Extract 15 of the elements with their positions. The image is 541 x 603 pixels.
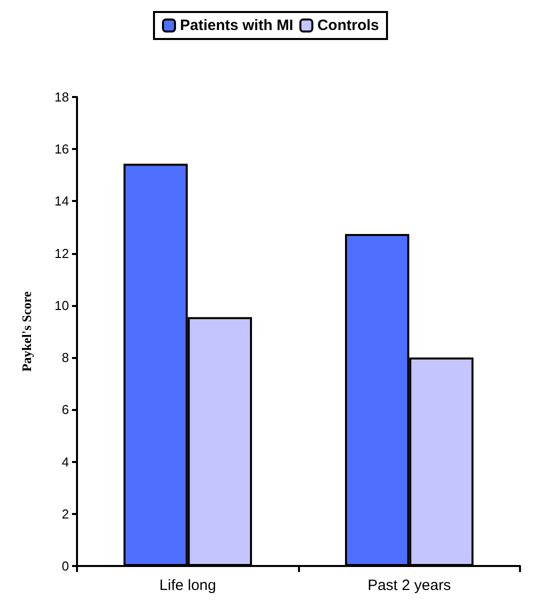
y-tick-label: 12 — [54, 246, 69, 261]
y-axis-title: Paykel's Score — [19, 291, 34, 372]
y-tick-label: 16 — [54, 142, 69, 157]
y-tick-label: 2 — [62, 506, 69, 522]
x-tick-label: Life long — [159, 577, 216, 594]
y-tick-label: 10 — [54, 298, 69, 313]
y-tick-label: 6 — [62, 402, 69, 418]
y-tick-label: 4 — [62, 454, 69, 470]
y-tick-label: 8 — [62, 350, 69, 366]
legend-label: Controls — [317, 17, 380, 34]
x-tick-label: Past 2 years — [368, 577, 451, 594]
y-tick-label: 14 — [54, 194, 69, 209]
y-tick-label: 18 — [54, 90, 69, 104]
legend-label: Patients with MI — [180, 17, 294, 34]
y-tick-label: 0 — [62, 558, 69, 574]
